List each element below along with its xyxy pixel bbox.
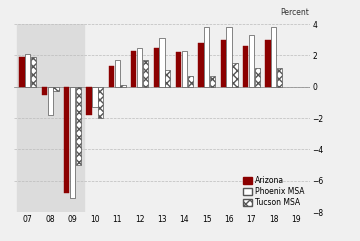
Bar <box>243 46 248 87</box>
Bar <box>53 87 59 91</box>
Bar <box>76 87 81 165</box>
Bar <box>131 51 136 87</box>
Bar <box>159 38 165 87</box>
Legend: Arizona, Phoenix MSA, Tucson MSA: Arizona, Phoenix MSA, Tucson MSA <box>241 174 306 208</box>
Bar <box>277 68 282 87</box>
Bar <box>154 48 159 87</box>
Bar <box>25 54 31 87</box>
Bar <box>221 40 226 87</box>
Bar <box>176 52 181 87</box>
Bar <box>182 51 187 87</box>
Bar <box>17 24 84 212</box>
Bar <box>165 69 170 87</box>
Bar <box>92 87 98 107</box>
Bar <box>210 76 215 87</box>
Bar <box>64 87 69 193</box>
Bar <box>188 76 193 87</box>
Bar <box>143 60 148 87</box>
Text: Percent: Percent <box>281 7 310 17</box>
Bar <box>114 60 120 87</box>
Bar <box>232 63 238 87</box>
Bar <box>121 85 126 87</box>
Bar <box>98 87 103 118</box>
Bar <box>198 43 203 87</box>
Bar <box>226 27 232 87</box>
Bar <box>271 27 276 87</box>
Bar <box>19 57 24 87</box>
Bar <box>42 87 47 94</box>
Bar <box>109 66 114 87</box>
Bar <box>249 35 254 87</box>
Bar <box>86 87 92 115</box>
Bar <box>255 68 260 87</box>
Bar <box>70 87 75 198</box>
Bar <box>204 27 210 87</box>
Bar <box>31 57 36 87</box>
Bar <box>48 87 53 115</box>
Bar <box>265 40 271 87</box>
Bar <box>137 48 142 87</box>
